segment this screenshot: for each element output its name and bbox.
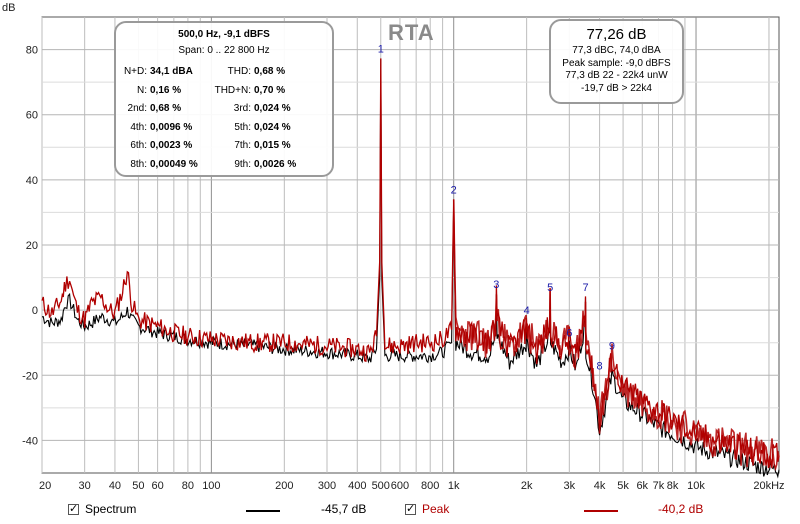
level-readout-panel: 77,26 dB 77,3 dBC, 74,0 dBA Peak sample:… — [549, 19, 684, 104]
x-tick-label: 1k — [448, 480, 460, 492]
peak-line-swatch — [584, 510, 618, 512]
harmonic-label: 4 — [524, 305, 530, 317]
x-tick-label: 200 — [275, 480, 293, 492]
x-tick-label: 40 — [109, 480, 121, 492]
metric-value: 0,16 % — [150, 84, 182, 96]
x-tick-label: 100 — [202, 480, 220, 492]
x-tick-label: 5k — [617, 480, 629, 492]
metric-label: 2nd: — [127, 103, 147, 114]
peak-checkbox[interactable] — [405, 502, 416, 515]
metric-label: 6th: — [130, 140, 147, 151]
level-main: 77,26 dB — [586, 26, 647, 43]
metric-label: N+D: — [123, 66, 147, 77]
x-tick-label: 8k — [667, 480, 679, 492]
metric-value: 0,024 % — [254, 121, 291, 133]
y-tick-label: -40 — [22, 435, 38, 447]
series-layer — [41, 58, 780, 479]
x-tick-label: 50 — [132, 480, 144, 492]
y-tick-label: 0 — [32, 305, 38, 317]
legend-spectrum-label: Spectrum — [85, 502, 137, 516]
metric-label: THD+N: — [214, 84, 251, 96]
x-tick-label: 20 — [39, 480, 51, 492]
x-tick-label: 3k — [564, 480, 576, 492]
x-tick-label: 10k — [687, 480, 705, 492]
x-tick-label: 2k — [521, 480, 533, 492]
metric-label: 4th: — [130, 121, 147, 133]
y-axis-unit: dB — [2, 2, 15, 14]
harmonic-label: 7 — [582, 282, 588, 294]
y-tick-label: 20 — [26, 240, 38, 252]
metric-label: 8th: — [130, 158, 147, 170]
harmonic-label: 6 — [566, 328, 572, 340]
x-tick-label: 300 — [318, 480, 336, 492]
metric-label: THD: — [227, 66, 251, 77]
level-weighted: 77,3 dBC, 74,0 dBA — [572, 45, 661, 56]
x-tick-label: 30 — [79, 480, 91, 492]
level-unweighted: 77,3 dB 22 - 22k4 unW — [565, 70, 668, 81]
legend-peak-toggle[interactable]: Peak — [405, 499, 449, 519]
level-out-of-band: -19,7 dB > 22k4 — [581, 82, 652, 94]
metric-label: 5th: — [234, 121, 251, 133]
harmonic-label: 1 — [378, 43, 384, 55]
x-tick-label: 4k — [594, 480, 606, 492]
y-tick-label: 40 — [26, 175, 38, 187]
spectrum-line — [41, 59, 780, 479]
y-tick-label: 60 — [26, 110, 38, 122]
peak-line-density — [452, 199, 780, 472]
harmonic-markers: 1 2 3 4 5 6 7 89 — [378, 43, 615, 372]
cursor-readout: 500,0 Hz, -9,1 dBFS — [178, 29, 270, 40]
harmonic-label: 8 — [597, 360, 603, 372]
x-tick-label: 80 — [182, 480, 194, 492]
x-tick-label: 20kHz — [753, 480, 784, 492]
x-axis-ticks: 20 30 40 50 60 80 100 200 300 400 500 600 800 1k 2k 3k 4… — [39, 480, 785, 492]
legend-peak-value: -40,2 dB — [658, 502, 704, 516]
y-tick-label: 80 — [26, 45, 38, 57]
legend-spectrum-value: -45,7 dB — [321, 502, 367, 516]
metric-value: 0,0096 % — [150, 121, 193, 133]
metric-label: N: — [137, 84, 147, 96]
peak-line — [41, 58, 780, 469]
metric-label: 9th: — [234, 158, 251, 170]
metric-label: 7th: — [234, 140, 251, 151]
level-peak-sample: Peak sample: -9,0 dBFS — [562, 57, 671, 69]
span-readout: Span: 0 .. 22 800 Hz — [178, 45, 270, 56]
y-tick-label: -20 — [22, 370, 38, 382]
metric-value: 0,00049 % — [150, 158, 198, 170]
distortion-table: N+D: 34,1 dBA THD: 0,68 % N: 0,16 % THD+N: 0,70… — [120, 63, 332, 174]
x-tick-label: 60 — [151, 480, 163, 492]
rta-watermark: RTA — [388, 20, 435, 45]
metric-value: 0,024 % — [254, 103, 291, 114]
x-tick-label: 6k — [636, 480, 648, 492]
metric-value: 0,0023 % — [150, 140, 193, 151]
harmonic-label: 3 — [493, 279, 499, 291]
spectrum-checkbox[interactable] — [68, 502, 79, 515]
metric-value: 0,0026 % — [254, 158, 297, 170]
harmonic-label: 2 — [451, 184, 457, 196]
spectrum-line-swatch — [246, 510, 280, 512]
metric-value: 34,1 dBA — [150, 66, 193, 77]
harmonic-label: 9 — [609, 341, 615, 353]
metric-label: 3rd: — [233, 103, 251, 114]
y-axis-ticks: 80 60 40 20 0 -20 -40 — [22, 45, 38, 448]
metric-value: 0,015 % — [254, 140, 291, 151]
metric-value: 0,68 % — [150, 103, 182, 114]
measurement-info-panel: 500,0 Hz, -9,1 dBFS Span: 0 .. 22 800 Hz… — [114, 21, 334, 177]
harmonic-label: 5 — [547, 282, 553, 294]
x-tick-label: 800 — [421, 480, 439, 492]
x-tick-label: 500 — [372, 480, 390, 492]
legend-peak-label: Peak — [422, 502, 450, 516]
metric-value: 0,68 % — [254, 66, 286, 77]
metric-value: 0,70 % — [254, 84, 286, 96]
x-tick-label: 600 — [391, 480, 409, 492]
x-tick-label: 7k — [653, 480, 665, 492]
x-tick-label: 400 — [348, 480, 366, 492]
legend-spectrum-toggle[interactable]: Spectrum — [68, 499, 136, 519]
